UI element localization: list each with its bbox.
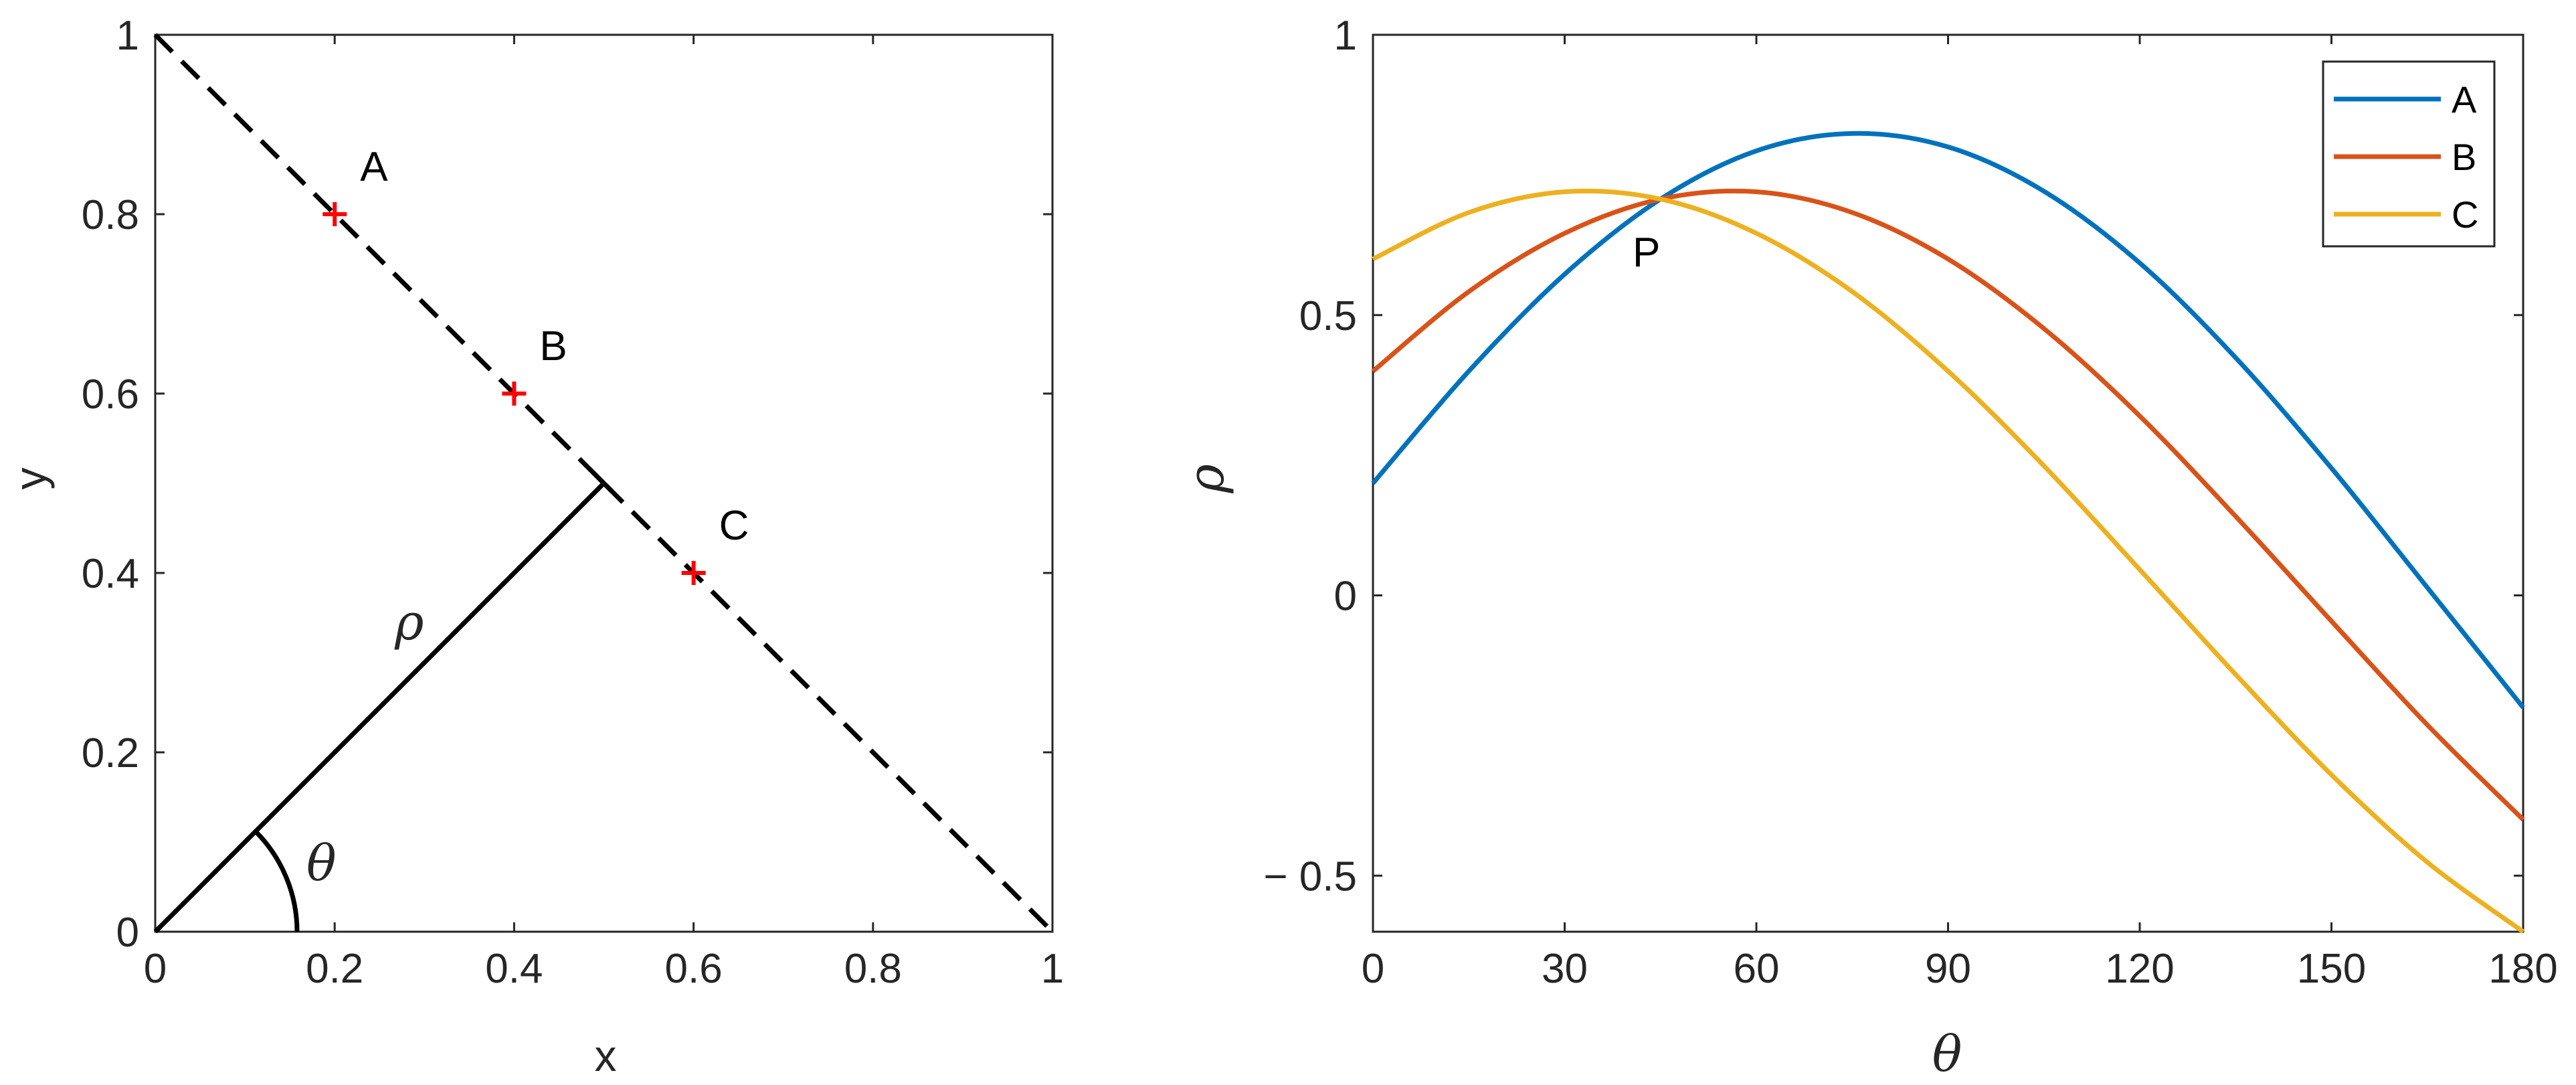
y-tick-label: 0 [116, 910, 139, 956]
legend-label-b: B [2452, 136, 2476, 178]
rho-tick-label: 0.5 [1299, 293, 1357, 339]
x-tick-label: 0 [144, 946, 167, 992]
theta-tick-label: 120 [2105, 946, 2174, 992]
series-line-a [1371, 131, 2525, 710]
rho-tick-label: 0 [1334, 574, 1357, 620]
y-tick-label: 0.2 [82, 730, 139, 776]
left-ticks: 0 0.2 0.4 0.6 0.8 1 0 0.2 0.4 0.6 0.8 1 [82, 13, 1064, 992]
series-lines [1371, 131, 2525, 934]
theta-tick-label: 150 [2297, 946, 2366, 992]
y-axis-label: y [5, 468, 55, 490]
point-a-marker [323, 202, 347, 226]
right-plot: 0 30 60 90 120 150 180− 0.500.51 P θ ρ ABC [1178, 13, 2558, 1083]
x-axis-label: x [595, 1031, 617, 1080]
y-tick-label: 0.4 [82, 551, 139, 597]
theta-tick-label: 180 [2488, 946, 2557, 992]
point-a-label: A [360, 144, 388, 190]
y-tick-label: 1 [116, 13, 139, 59]
point-b-label: B [539, 323, 567, 369]
series-line-c [1372, 188, 2525, 934]
point-c-marker [681, 561, 706, 585]
theta-tick-label: 60 [1734, 946, 1780, 992]
intersection-label-p: P [1633, 230, 1660, 276]
normal-segment-endcap [594, 473, 614, 493]
point-c-label: C [719, 503, 749, 549]
points-group: A B C [323, 144, 749, 585]
legend-label-a: A [2452, 78, 2477, 120]
series-line-b [1371, 188, 2525, 821]
x-tick-label: 0.4 [485, 946, 543, 992]
theta-tick-label: 0 [1362, 946, 1384, 992]
y-tick-label: 0.8 [82, 192, 139, 238]
angle-arc-theta [254, 829, 300, 932]
theta-annotation: θ [306, 835, 337, 892]
normal-segment-rho [153, 481, 606, 934]
x-tick-label: 1 [1041, 946, 1064, 992]
y-tick-label: 0.6 [82, 371, 139, 418]
theta-tick-label: 30 [1542, 946, 1588, 992]
point-b-marker [502, 382, 527, 406]
x-tick-label: 0.2 [306, 946, 363, 992]
line-through-points [153, 33, 1054, 934]
legend-label-c: C [2452, 193, 2478, 236]
legend: ABC [2322, 60, 2496, 248]
x-tick-label: 0.8 [844, 946, 902, 992]
rho-tick-label: 1 [1334, 13, 1357, 59]
legend-items: ABC [2334, 78, 2478, 236]
x-tick-label: 0.6 [664, 946, 722, 992]
rho-tick-label: − 0.5 [1263, 853, 1357, 900]
right-ticks: 0 30 60 90 120 150 180− 0.500.51 [1263, 13, 2557, 992]
left-plot: 0 0.2 0.4 0.6 0.8 1 0 0.2 0.4 0.6 0.8 1 A B C ρ θ x y [5, 13, 1064, 1080]
theta-tick-label: 90 [1925, 946, 1971, 992]
rho-axis-label: ρ [1178, 464, 1235, 494]
rho-annotation: ρ [394, 594, 424, 651]
theta-axis-label: θ [1932, 1025, 1962, 1083]
